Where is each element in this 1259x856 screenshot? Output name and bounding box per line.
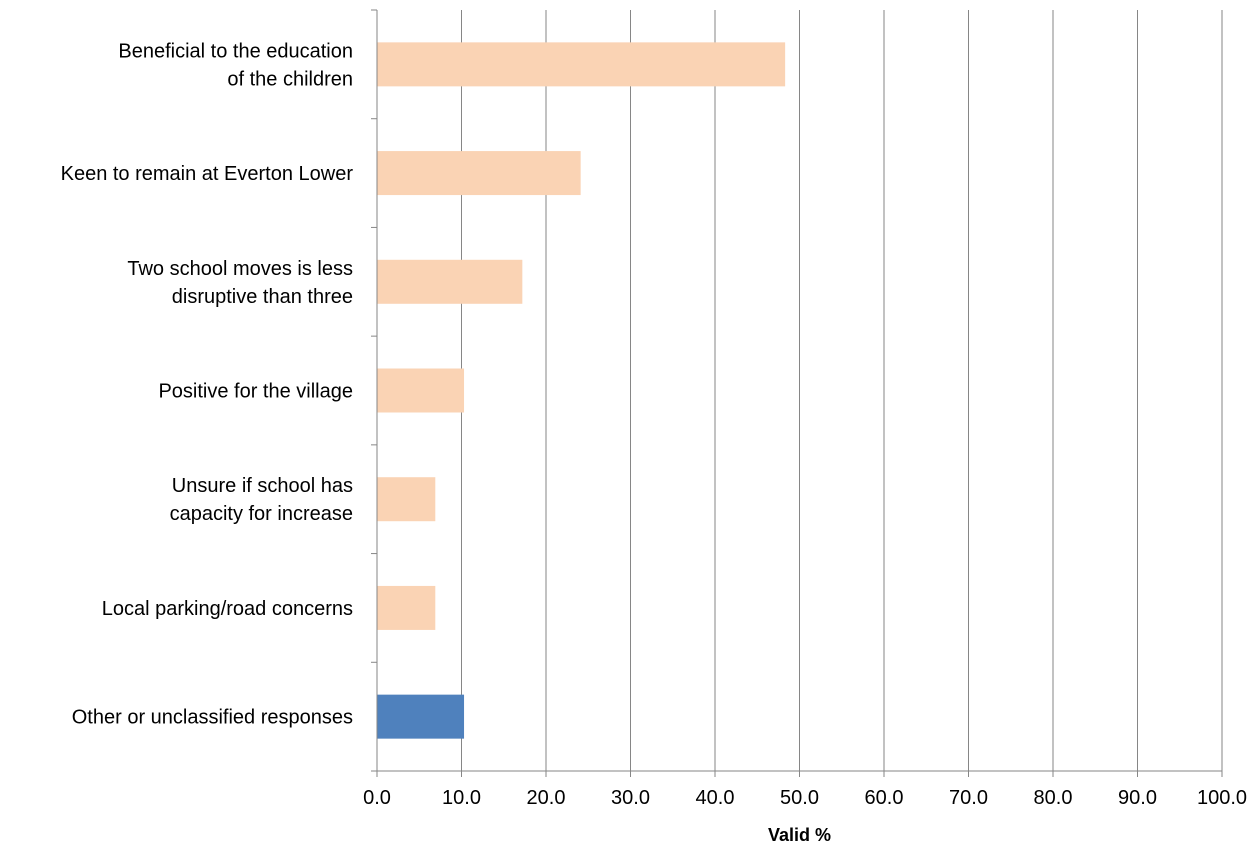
category-label: Local parking/road concerns bbox=[102, 598, 353, 620]
x-tick-label: 40.0 bbox=[696, 787, 735, 809]
bar bbox=[377, 259, 523, 304]
x-tick-label: 20.0 bbox=[527, 787, 566, 809]
bar bbox=[377, 694, 465, 739]
bar bbox=[377, 368, 465, 413]
x-tick-label: 50.0 bbox=[780, 787, 819, 809]
x-axis-title: Valid % bbox=[768, 825, 831, 845]
x-tick-labels: 0.0 10.0 20.0 30.0 40.0 50.0 60.0 70.0 80.0 90.0 1… bbox=[363, 787, 1247, 809]
category-labels: Beneficial to the education of the childr… bbox=[61, 40, 354, 728]
category-label: Two school moves is less disruptive than … bbox=[127, 258, 353, 308]
x-tick-label: 70.0 bbox=[949, 787, 988, 809]
category-label: Positive for the village bbox=[158, 381, 353, 403]
category-label: Beneficial to the education of the childr… bbox=[118, 40, 353, 90]
x-tick-label: 90.0 bbox=[1118, 787, 1157, 809]
category-label: Unsure if school has capacity for increas… bbox=[170, 475, 353, 525]
x-tick-label: 10.0 bbox=[442, 787, 481, 809]
category-label: Other or unclassified responses bbox=[72, 707, 353, 729]
x-tick-label: 30.0 bbox=[611, 787, 650, 809]
x-tick-label: 80.0 bbox=[1034, 787, 1073, 809]
bar bbox=[377, 585, 436, 630]
bar bbox=[377, 42, 786, 87]
x-tick-label: 60.0 bbox=[865, 787, 904, 809]
bars bbox=[377, 42, 786, 739]
x-tick-label: 0.0 bbox=[363, 787, 391, 809]
category-label: Keen to remain at Everton Lower bbox=[61, 163, 354, 185]
bar bbox=[377, 151, 581, 196]
gridlines bbox=[461, 10, 1223, 771]
x-tick-label: 100.0 bbox=[1197, 787, 1247, 809]
bar bbox=[377, 477, 436, 522]
axes bbox=[371, 9, 1223, 777]
